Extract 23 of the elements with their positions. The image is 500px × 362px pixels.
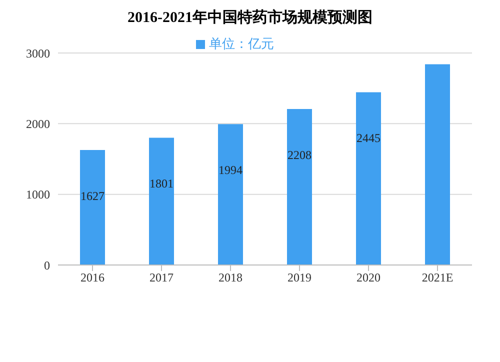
data-label: 2208 — [288, 148, 312, 162]
bar — [356, 92, 381, 265]
data-label: 2445 — [356, 131, 380, 146]
x-tick-label: 2017 — [150, 270, 174, 285]
bar — [425, 64, 450, 265]
y-tick-label: 3000 — [26, 46, 50, 60]
x-tick-label: 2018 — [218, 270, 242, 285]
x-tick-label: 2019 — [288, 270, 312, 285]
x-tick-label: 2016 — [80, 270, 104, 285]
y-tick-label: 2000 — [26, 116, 50, 131]
bar — [287, 108, 312, 265]
bar — [80, 150, 105, 265]
x-tick-label: 2020 — [356, 270, 380, 285]
y-tick-label: 0 — [44, 258, 50, 272]
data-label: 1994 — [218, 163, 242, 178]
legend-label: 单位：亿元 — [209, 37, 274, 52]
y-tick-label: 1000 — [26, 188, 50, 202]
data-label: 1627 — [80, 189, 104, 204]
bar — [149, 138, 174, 265]
x-tick-label: 2021E — [422, 270, 454, 285]
bar — [218, 124, 243, 265]
chart-title: 2016-2021年中国特药市场规模预测图 — [126, 8, 374, 28]
data-label: 1801 — [150, 176, 174, 191]
